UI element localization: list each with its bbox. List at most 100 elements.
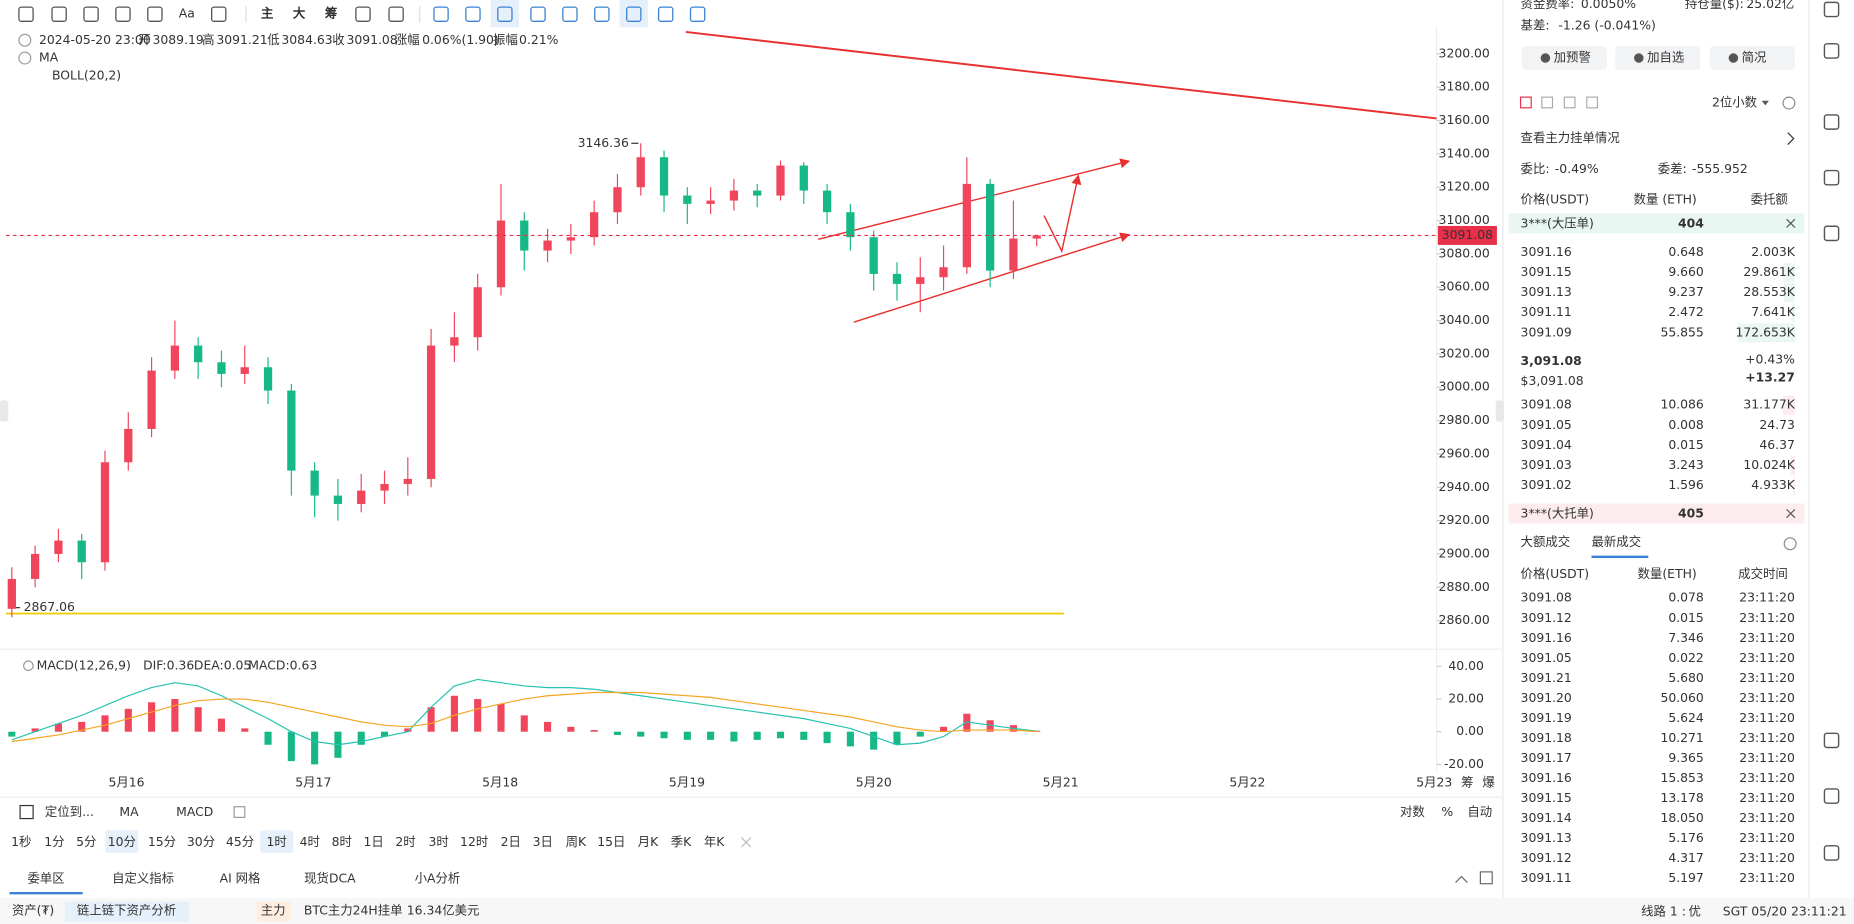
interval-button[interactable]: 12时 xyxy=(460,834,488,849)
interval-button[interactable]: 15日 xyxy=(597,834,625,849)
tool-icon[interactable] xyxy=(18,6,34,22)
edit-icon[interactable] xyxy=(233,806,246,818)
interval-button[interactable]: 1秒 xyxy=(11,834,31,849)
scale-toggle[interactable]: 对数 xyxy=(1400,804,1425,819)
settings-icon[interactable] xyxy=(1783,537,1797,551)
collapse-icon[interactable] xyxy=(1455,875,1468,883)
status-link[interactable]: 链上链下资产分析 xyxy=(77,902,176,917)
bottom-tab[interactable]: 委单区 xyxy=(28,870,65,885)
tool-icon[interactable] xyxy=(355,6,371,22)
trade-tab[interactable]: 最新成交 xyxy=(1592,534,1642,549)
interval-button[interactable]: 5分 xyxy=(76,834,96,849)
book-qty: 55.855 xyxy=(1660,324,1703,339)
side-tab[interactable]: 筹 xyxy=(1461,775,1473,790)
tool-icon[interactable] xyxy=(115,6,131,22)
interval-button[interactable]: 3日 xyxy=(533,834,553,849)
interval-button[interactable]: 年K xyxy=(704,834,725,849)
collapse-icon[interactable] xyxy=(18,51,32,65)
panel-button[interactable] xyxy=(1709,46,1795,70)
tool-icon[interactable] xyxy=(657,6,674,22)
tool-icon[interactable] xyxy=(210,6,227,22)
status-item: BTC主力24H挂单 xyxy=(304,902,403,917)
interval-button[interactable]: 2日 xyxy=(501,834,521,849)
channel-line[interactable] xyxy=(853,232,1131,323)
tool-icon[interactable] xyxy=(465,6,481,22)
interval-button[interactable]: 1日 xyxy=(363,834,383,849)
bottom-tab[interactable]: AI 网格 xyxy=(220,870,261,885)
sidebar-icon[interactable] xyxy=(1823,732,1840,749)
panel-button[interactable] xyxy=(1521,46,1607,70)
panel-button[interactable] xyxy=(1615,46,1701,70)
bottom-tab[interactable]: 现货DCA xyxy=(304,870,356,885)
macd-bar xyxy=(800,731,808,740)
interval-button[interactable]: 季K xyxy=(671,834,692,849)
sidebar-icon[interactable] xyxy=(1823,788,1840,804)
close-icon[interactable] xyxy=(1786,508,1796,519)
interval-button[interactable]: 4时 xyxy=(300,834,320,849)
interval-button[interactable]: 8时 xyxy=(332,834,352,849)
view-icon[interactable] xyxy=(1541,96,1554,109)
locate-icon[interactable] xyxy=(19,804,34,820)
y-tick-label: 3100.00 xyxy=(1439,212,1490,227)
collapse-handle[interactable] xyxy=(0,400,9,422)
interval-button[interactable]: 15分 xyxy=(148,834,176,849)
tool-icon[interactable] xyxy=(626,6,642,22)
bottom-tab[interactable]: 小A分析 xyxy=(415,870,461,885)
tool-icon[interactable] xyxy=(497,6,513,22)
channel-line[interactable] xyxy=(818,158,1131,240)
bottom-tab[interactable]: 自定义指标 xyxy=(112,870,174,885)
close-icon[interactable] xyxy=(1786,218,1796,228)
arrow-path[interactable] xyxy=(1043,174,1082,254)
sidebar-icon[interactable] xyxy=(1823,1,1840,18)
tool-icon[interactable] xyxy=(147,6,163,22)
sidebar-icon[interactable] xyxy=(1823,114,1840,130)
interval-button[interactable]: 2时 xyxy=(395,834,415,849)
trade-tab[interactable]: 大额成交 xyxy=(1521,534,1571,549)
tool-icon[interactable] xyxy=(562,6,578,22)
sidebar-icon[interactable] xyxy=(1823,225,1840,242)
tool-mode[interactable]: 筹 xyxy=(325,6,337,21)
scale-toggle[interactable]: 自动 xyxy=(1467,804,1492,819)
locate-button[interactable]: 定位到... xyxy=(45,804,94,819)
indicator-toggle[interactable]: MACD xyxy=(176,804,213,819)
tool-mode[interactable]: 大 xyxy=(293,6,306,21)
indicator-toggle[interactable]: MA xyxy=(119,804,139,819)
interval-button[interactable]: 1时 xyxy=(267,834,287,849)
interval-button[interactable]: 3时 xyxy=(429,834,449,849)
tool-icon[interactable] xyxy=(388,6,404,22)
sidebar-icon[interactable] xyxy=(1823,169,1840,186)
trade-qty: 0.015 xyxy=(1668,610,1703,625)
collapse-handle[interactable] xyxy=(1495,400,1505,422)
interval-button[interactable]: 月K xyxy=(638,834,659,849)
view-icon[interactable] xyxy=(1563,96,1576,109)
view-icon[interactable] xyxy=(1519,96,1532,109)
tool-mode[interactable]: 主 xyxy=(261,6,274,21)
interval-button[interactable]: 10分 xyxy=(108,834,136,849)
side-tab[interactable]: 爆 xyxy=(1482,775,1495,790)
expand-icon[interactable] xyxy=(1479,871,1493,885)
interval-button[interactable]: 周K xyxy=(566,834,587,849)
close-icon[interactable] xyxy=(740,837,752,848)
tool-text[interactable]: Aa xyxy=(179,6,195,21)
tool-icon[interactable] xyxy=(433,6,449,22)
collapse-icon[interactable] xyxy=(18,33,32,47)
link[interactable]: 查看主力挂单情况 xyxy=(1521,130,1620,145)
tool-icon[interactable] xyxy=(689,6,706,22)
tool-icon[interactable] xyxy=(51,6,67,22)
interval-button[interactable]: 1分 xyxy=(44,834,64,849)
interval-button[interactable]: 45分 xyxy=(226,834,254,849)
view-icon[interactable] xyxy=(1586,96,1599,109)
tool-icon[interactable] xyxy=(594,6,610,22)
tool-icon[interactable] xyxy=(530,6,546,22)
sidebar-icon[interactable] xyxy=(1823,43,1840,59)
tool-icon[interactable] xyxy=(83,6,99,22)
settings-icon[interactable] xyxy=(1782,96,1796,110)
status-item[interactable]: 资产(₮) xyxy=(12,902,54,917)
x-tick-label: 5月17 xyxy=(295,775,331,790)
sidebar-icon[interactable] xyxy=(1823,845,1840,861)
trend-line[interactable] xyxy=(685,31,1437,120)
label: 405 xyxy=(1678,506,1704,521)
interval-button[interactable]: 30分 xyxy=(187,834,215,849)
scale-toggle[interactable]: % xyxy=(1441,804,1453,819)
precision-select[interactable]: 2位小数 xyxy=(1712,95,1758,110)
